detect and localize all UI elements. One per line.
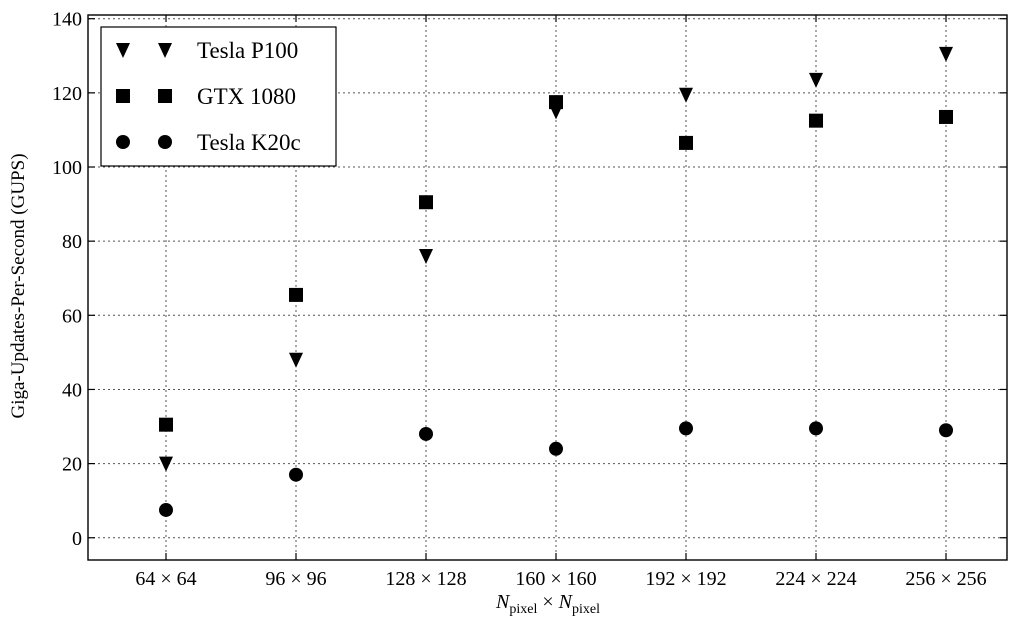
data-point-tesla-k20c bbox=[679, 421, 693, 436]
legend: Tesla P100 GTX 1080 Tesla K20c bbox=[100, 26, 337, 167]
x-tick-label: 96 × 96 bbox=[265, 568, 326, 590]
data-point-gtx-1080 bbox=[419, 195, 433, 210]
data-point-tesla-k20c bbox=[809, 421, 823, 436]
data-point-gtx-1080 bbox=[159, 417, 173, 432]
data-point-tesla-k20c bbox=[289, 467, 303, 482]
data-point-tesla-p100 bbox=[419, 248, 433, 264]
y-tick-label: 20 bbox=[62, 454, 82, 476]
y-tick-label: 80 bbox=[62, 231, 82, 253]
legend-box bbox=[100, 26, 337, 167]
data-point-tesla-p100 bbox=[939, 46, 953, 62]
data-point-gtx-1080 bbox=[809, 113, 823, 128]
data-point-tesla-k20c bbox=[159, 502, 173, 517]
legend-label-gtx-1080: GTX 1080 bbox=[197, 84, 296, 109]
data-point-tesla-p100 bbox=[159, 456, 173, 472]
legend-marker-gtx-1080 bbox=[116, 89, 130, 103]
x-tick-label: 192 × 192 bbox=[645, 568, 726, 590]
data-point-tesla-k20c bbox=[419, 426, 433, 441]
y-axis-label: Giga-Updates-Per-Second (GUPS) bbox=[8, 153, 29, 418]
data-point-gtx-1080 bbox=[679, 135, 693, 150]
legend-label-tesla-k20c: Tesla K20c bbox=[197, 130, 301, 155]
data-point-tesla-p100 bbox=[809, 72, 823, 88]
legend-marker-tesla-p100 bbox=[158, 43, 172, 58]
x-axis-label-sub1: pixel bbox=[509, 602, 537, 617]
data-point-tesla-p100 bbox=[289, 352, 303, 368]
plot-frame bbox=[87, 14, 1008, 561]
x-tick-label: 64 × 64 bbox=[135, 568, 196, 590]
data-point-tesla-k20c bbox=[939, 423, 953, 438]
legend-marker-gtx-1080 bbox=[158, 89, 172, 103]
x-tick-label: 128 × 128 bbox=[385, 568, 466, 590]
legend-label-tesla-p100: Tesla P100 bbox=[197, 38, 298, 63]
data-point-gtx-1080 bbox=[939, 109, 953, 124]
y-tick-label: 120 bbox=[52, 83, 82, 105]
x-axis-label: Npixel × Npixel bbox=[495, 591, 600, 617]
x-axis-label-n1: N bbox=[495, 591, 511, 613]
legend-marker-tesla-p100 bbox=[116, 43, 130, 58]
y-tick-label: 60 bbox=[62, 305, 82, 327]
x-tick-label: 224 × 224 bbox=[775, 568, 856, 590]
data-point-gtx-1080 bbox=[289, 287, 303, 302]
x-axis-label-sub2: pixel bbox=[572, 602, 600, 617]
y-tick-label: 140 bbox=[52, 9, 82, 31]
legend-marker-tesla-k20c bbox=[116, 135, 130, 149]
x-axis-label-times: × bbox=[537, 591, 558, 613]
x-axis-ticks: 64 × 64 96 × 96 128 × 128 160 × 160 192 × 19… bbox=[135, 15, 987, 590]
y-axis-ticks: 0 20 40 60 80 100 120 140 bbox=[52, 9, 1007, 550]
y-tick-label: 40 bbox=[62, 379, 82, 401]
data-markers bbox=[159, 46, 953, 517]
y-tick-label: 0 bbox=[72, 528, 82, 550]
x-axis-label-n2: N bbox=[558, 591, 574, 613]
y-tick-label: 100 bbox=[52, 157, 82, 179]
x-tick-label: 160 × 160 bbox=[515, 568, 596, 590]
data-point-tesla-k20c bbox=[549, 441, 563, 456]
legend-marker-tesla-k20c bbox=[158, 135, 172, 149]
data-point-tesla-p100 bbox=[679, 87, 693, 103]
data-point-gtx-1080 bbox=[549, 95, 563, 110]
x-tick-label: 256 × 256 bbox=[905, 568, 986, 590]
